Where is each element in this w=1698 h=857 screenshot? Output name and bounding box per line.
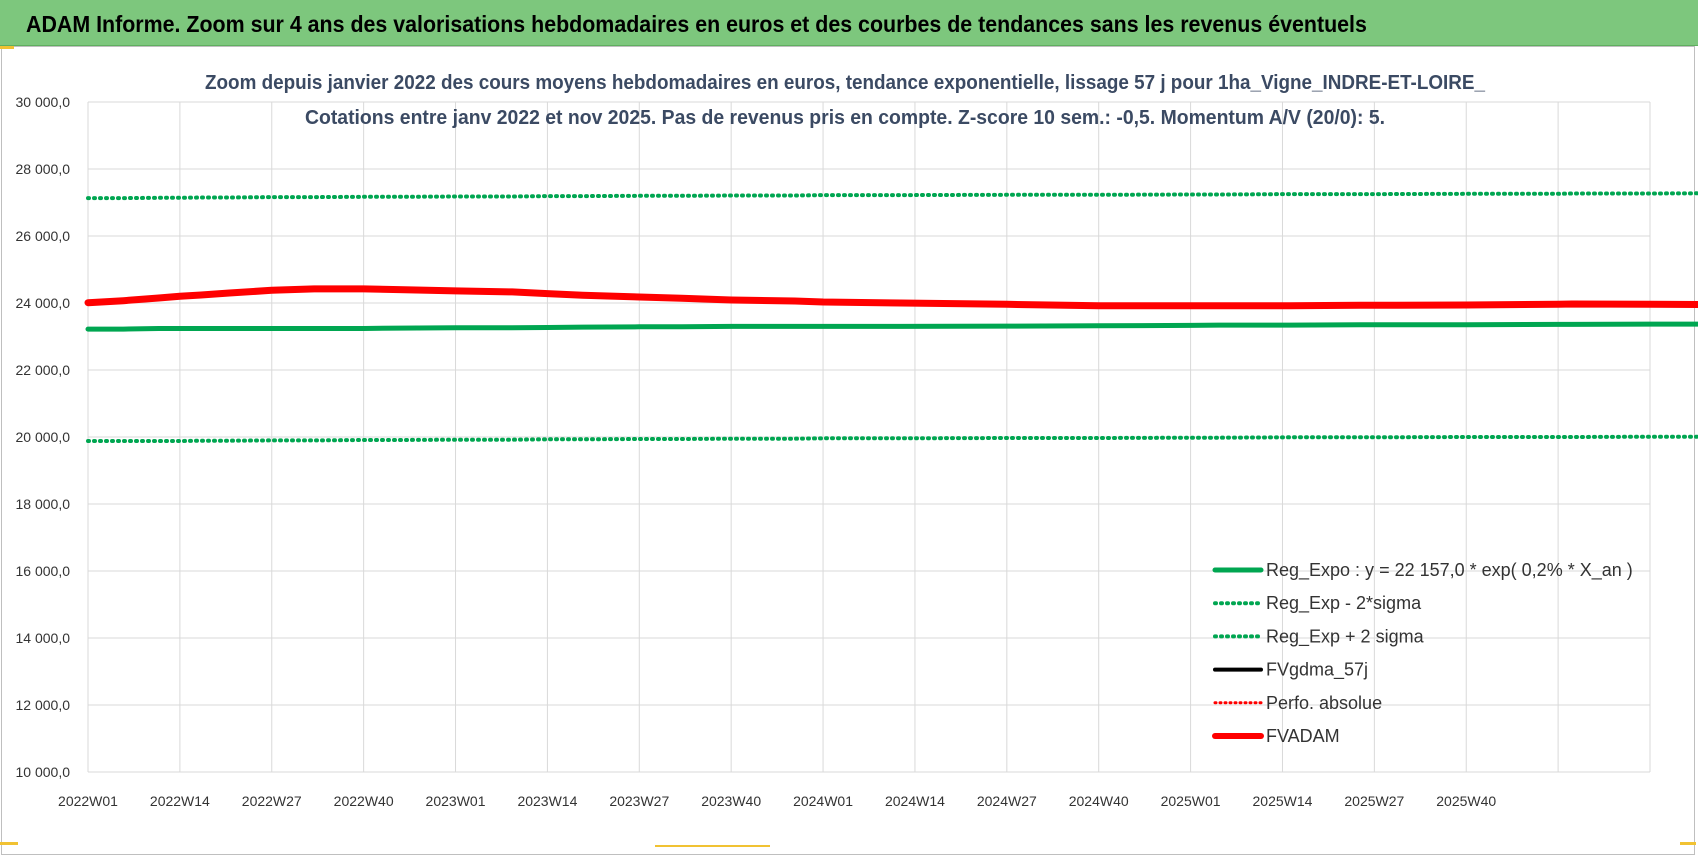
corner-marker-bottom-center xyxy=(655,845,770,847)
y-tick-label: 26 000,0 xyxy=(16,228,71,244)
corner-marker-top-left xyxy=(0,46,14,49)
x-tick-label: 2022W40 xyxy=(334,793,394,809)
corner-marker-bottom-right xyxy=(1680,842,1696,845)
y-tick-label: 12 000,0 xyxy=(16,697,71,713)
chart-grid xyxy=(87,101,1651,773)
y-tick-label: 16 000,0 xyxy=(16,563,71,579)
x-tick-label: 2024W01 xyxy=(793,793,853,809)
x-tick-label: 2022W01 xyxy=(58,793,118,809)
y-tick-label: 30 000,0 xyxy=(16,94,71,110)
y-tick-label: 14 000,0 xyxy=(16,630,71,646)
chart-series xyxy=(84,191,1698,443)
series-line-2 xyxy=(86,191,1698,201)
x-tick-label: 2025W27 xyxy=(1344,793,1404,809)
banner-title: ADAM Informe. Zoom sur 4 ans des valoris… xyxy=(26,11,1367,37)
x-tick-label: 2025W14 xyxy=(1253,793,1313,809)
chart-frame xyxy=(1,46,1695,855)
x-tick-label: 2024W27 xyxy=(977,793,1037,809)
x-tick-label: 2023W01 xyxy=(426,793,486,809)
chart-title: Zoom depuis janvier 2022 des cours moyen… xyxy=(205,72,1486,94)
legend-label: Reg_Expo : y = 22 157,0 * exp( 0,2% * X_… xyxy=(1266,560,1633,581)
corner-marker-bottom-left xyxy=(0,842,18,845)
series-line-0 xyxy=(85,321,1698,332)
legend-label: FVADAM xyxy=(1266,726,1340,746)
series-line-1 xyxy=(86,434,1698,443)
y-tick-label: 10 000,0 xyxy=(16,764,71,780)
x-tick-label: 2022W14 xyxy=(150,793,210,809)
legend-label: Perfo. absolue xyxy=(1266,693,1382,713)
x-tick-label: 2022W27 xyxy=(242,793,302,809)
legend-label: Reg_Exp + 2 sigma xyxy=(1266,626,1425,647)
y-tick-label: 18 000,0 xyxy=(16,496,71,512)
y-axis-ticks: 10 000,0 12 000,0 14 000,0 16 000,0 18 000,0… xyxy=(16,94,71,780)
legend-label: Reg_Exp - 2*sigma xyxy=(1266,593,1422,614)
x-tick-label: 2024W14 xyxy=(885,793,945,809)
x-tick-label: 2023W40 xyxy=(701,793,761,809)
y-tick-label: 24 000,0 xyxy=(16,295,71,311)
x-tick-label: 2025W01 xyxy=(1161,793,1221,809)
legend-label: FVgdma_57j xyxy=(1266,660,1368,681)
y-tick-label: 22 000,0 xyxy=(16,362,71,378)
header-banner: ADAM Informe. Zoom sur 4 ans des valoris… xyxy=(0,0,1698,46)
chart-legend: Reg_Expo : y = 22 157,0 * exp( 0,2% * X_… xyxy=(1212,560,1633,746)
x-tick-label: 2023W27 xyxy=(609,793,669,809)
chart-subtitle: Cotations entre janv 2022 et nov 2025. P… xyxy=(305,107,1385,129)
x-tick-label: 2024W40 xyxy=(1069,793,1129,809)
y-tick-label: 20 000,0 xyxy=(16,429,71,445)
x-tick-label: 2023W14 xyxy=(517,793,577,809)
x-axis-ticks: 2022W01 2022W14 2022W27 2022W40 2023W01 2023W… xyxy=(58,793,1496,809)
series-line-5 xyxy=(84,285,1698,310)
y-tick-label: 28 000,0 xyxy=(16,161,71,177)
x-tick-label: 2025W40 xyxy=(1436,793,1496,809)
